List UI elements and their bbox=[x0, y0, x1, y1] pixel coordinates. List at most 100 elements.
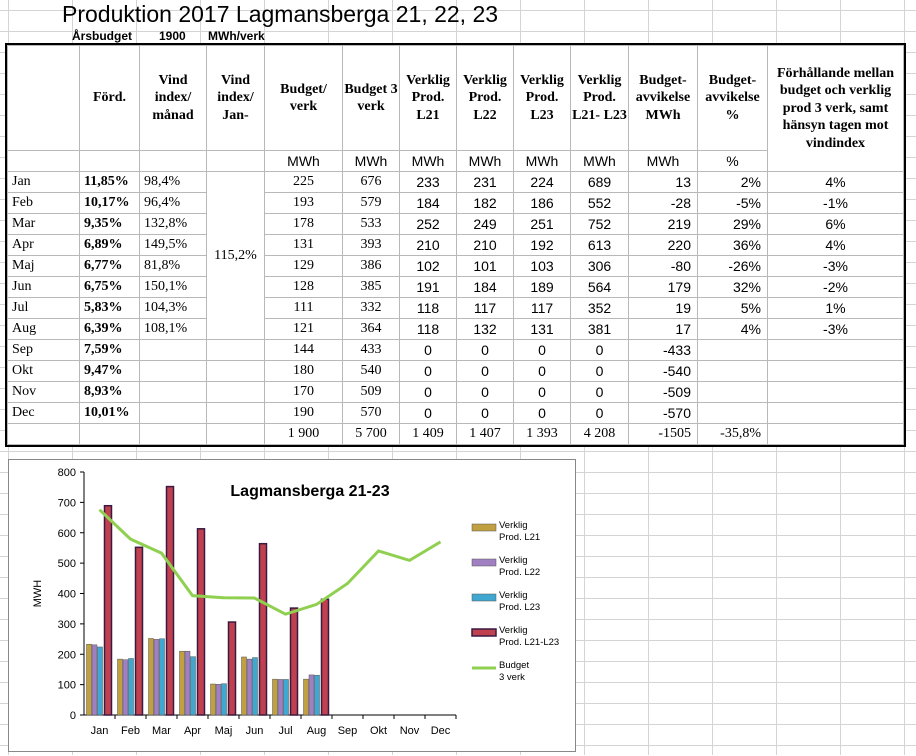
cell-v: 149,5% bbox=[139, 234, 207, 256]
y-tick-label: 400 bbox=[58, 589, 76, 601]
cell-fh: 1% bbox=[767, 297, 904, 319]
cell-ap bbox=[697, 381, 768, 403]
header-l22: Verklig Prod. L22 bbox=[456, 45, 514, 151]
cell-am: 13 bbox=[628, 171, 698, 193]
unit-cell: MWh bbox=[399, 150, 457, 172]
cell-m: Jul bbox=[7, 297, 80, 319]
cell-ap: -5% bbox=[697, 192, 768, 214]
cell-l21: 102 bbox=[399, 255, 457, 277]
bar-3 bbox=[97, 646, 103, 716]
cell-l22: 0 bbox=[456, 402, 514, 424]
cell-am: -28 bbox=[628, 192, 698, 214]
cell-l23: 117 bbox=[513, 297, 571, 319]
table-row: Nov 8,93% 170 509 0 0 0 0 -509 bbox=[7, 381, 904, 403]
cell-v bbox=[139, 360, 207, 382]
cell-f: 6,39% bbox=[79, 318, 140, 340]
bar-2 bbox=[308, 674, 315, 716]
cell-v: 81,8% bbox=[139, 255, 207, 277]
cell-am: -540 bbox=[628, 360, 698, 382]
bar-3 bbox=[252, 657, 258, 716]
header-budget-verk: Budget/ verk bbox=[264, 45, 343, 151]
total-lsum: 4 208 bbox=[570, 423, 629, 445]
total-budget-verk: 1 900 bbox=[264, 423, 343, 445]
header-ford: Förd. bbox=[79, 45, 140, 151]
cell-m: Nov bbox=[7, 381, 80, 403]
cell-l22: 184 bbox=[456, 276, 514, 298]
cell-fh: 4% bbox=[767, 234, 904, 256]
bar-4 bbox=[196, 528, 206, 716]
bar-4 bbox=[103, 504, 113, 716]
header-budget-3: Budget 3 verk bbox=[342, 45, 400, 151]
legend-label: Verklig bbox=[499, 625, 528, 636]
cell-v bbox=[139, 339, 207, 361]
total-l22: 1 407 bbox=[456, 423, 514, 445]
table-row: Jul 5,83% 104,3% 111 332 118 117 117 352 19 5% 1% bbox=[7, 297, 904, 319]
cell-b3: 533 bbox=[342, 213, 400, 235]
table-row: Apr 6,89% 149,5% 131 393 210 210 192 613 220 36% 4% bbox=[7, 234, 904, 256]
cell-ls: 0 bbox=[570, 402, 629, 424]
unit-cell: MWh bbox=[513, 150, 571, 172]
cell-f: 6,89% bbox=[79, 234, 140, 256]
cell-am: 220 bbox=[628, 234, 698, 256]
cell-v: 98,4% bbox=[139, 171, 207, 193]
cell-v: 132,8% bbox=[139, 213, 207, 235]
cell-l23: 186 bbox=[513, 192, 571, 214]
cell-bv: 129 bbox=[264, 255, 343, 277]
cell-l23: 251 bbox=[513, 213, 571, 235]
cell-v: 108,1% bbox=[139, 318, 207, 340]
cell-ap bbox=[697, 360, 768, 382]
cell-fh bbox=[767, 339, 904, 361]
arsbudget-unit: MWh/verk bbox=[208, 29, 265, 43]
cell-m: Sep bbox=[7, 339, 80, 361]
legend-swatch bbox=[471, 628, 497, 637]
cell-l23: 103 bbox=[513, 255, 571, 277]
cell-l23: 131 bbox=[513, 318, 571, 340]
cell-fh: -3% bbox=[767, 318, 904, 340]
legend-label: Prod. L22 bbox=[499, 567, 540, 578]
cell-bv: 128 bbox=[264, 276, 343, 298]
unit-cell: MWh bbox=[342, 150, 400, 172]
bar-1 bbox=[148, 638, 154, 716]
bar-2 bbox=[184, 650, 191, 716]
legend-swatch bbox=[471, 523, 497, 532]
y-tick-label: 200 bbox=[58, 649, 76, 661]
bar-4 bbox=[134, 546, 144, 716]
table-row: Mar 9,35% 132,8% 178 533 252 249 251 752 219 29% 6% bbox=[7, 213, 904, 235]
cell-l22: 117 bbox=[456, 297, 514, 319]
bar-1 bbox=[241, 656, 247, 716]
x-tick-label: Nov bbox=[400, 725, 420, 737]
cell-am: 19 bbox=[628, 297, 698, 319]
x-tick-label: Jan bbox=[91, 725, 109, 737]
budget-line bbox=[98, 508, 442, 616]
bar-2 bbox=[91, 644, 98, 716]
unit-cell: MWh bbox=[264, 150, 343, 172]
cell-l21: 118 bbox=[399, 318, 457, 340]
bar-3 bbox=[221, 683, 227, 716]
bar-4 bbox=[227, 621, 237, 716]
total-avv-pct: -35,8% bbox=[697, 423, 768, 445]
table-row: Sep 7,59% 144 433 0 0 0 0 -433 bbox=[7, 339, 904, 361]
totals-row: 1 900 5 700 1 409 1 407 1 393 4 208 -150… bbox=[7, 423, 904, 445]
legend-label: 3 verk bbox=[499, 672, 525, 683]
cell-b3: 509 bbox=[342, 381, 400, 403]
cell-l23: 224 bbox=[513, 171, 571, 193]
bar-2 bbox=[215, 684, 222, 716]
cell-bv: 180 bbox=[264, 360, 343, 382]
cell-f: 10,17% bbox=[79, 192, 140, 214]
cell-am: -570 bbox=[628, 402, 698, 424]
total-l21: 1 409 bbox=[399, 423, 457, 445]
y-tick-label: 0 bbox=[70, 710, 76, 722]
cell-ls: 0 bbox=[570, 339, 629, 361]
legend-swatch bbox=[471, 593, 497, 602]
cell-ap: 5% bbox=[697, 297, 768, 319]
bar-3 bbox=[314, 674, 320, 716]
cell-m: Jan bbox=[7, 171, 80, 193]
cell-m: Dec bbox=[7, 402, 80, 424]
cell-ls: 613 bbox=[570, 234, 629, 256]
cell-fh: -3% bbox=[767, 255, 904, 277]
cell-fh: 6% bbox=[767, 213, 904, 235]
header-avv-mwh: Budget- avvikelse MWh bbox=[628, 45, 698, 151]
cell-m: Okt bbox=[7, 360, 80, 382]
table-row: Jan 11,85% 98,4% 115,2% 225 676 233 231 224 689 13… bbox=[7, 171, 904, 340]
table-row: Okt 9,47% 180 540 0 0 0 0 -540 bbox=[7, 360, 904, 382]
